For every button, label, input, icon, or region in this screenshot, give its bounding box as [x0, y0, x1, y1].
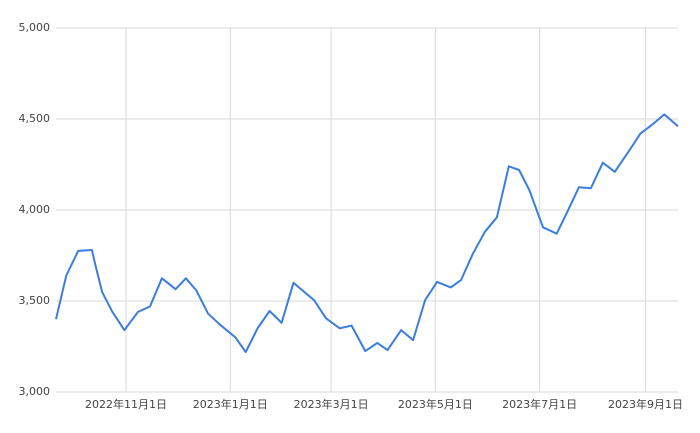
x-tick-label: 2023年7月1日 [502, 397, 577, 411]
data-line [55, 113, 679, 353]
x-tick-label: 2023年9月1日 [608, 397, 683, 411]
y-tick-label: 4,000 [19, 203, 51, 216]
x-tick-label: 2022年11月1日 [85, 397, 167, 411]
y-tick-label: 4,500 [19, 112, 51, 125]
y-tick-label: 3,000 [19, 385, 51, 398]
x-tick-label: 2023年3月1日 [294, 397, 369, 411]
y-tick-label: 5,000 [19, 21, 51, 34]
x-tick-label: 2023年5月1日 [398, 397, 473, 411]
x-tick-label: 2023年1月1日 [193, 397, 268, 411]
y-tick-label: 3,500 [19, 294, 51, 307]
